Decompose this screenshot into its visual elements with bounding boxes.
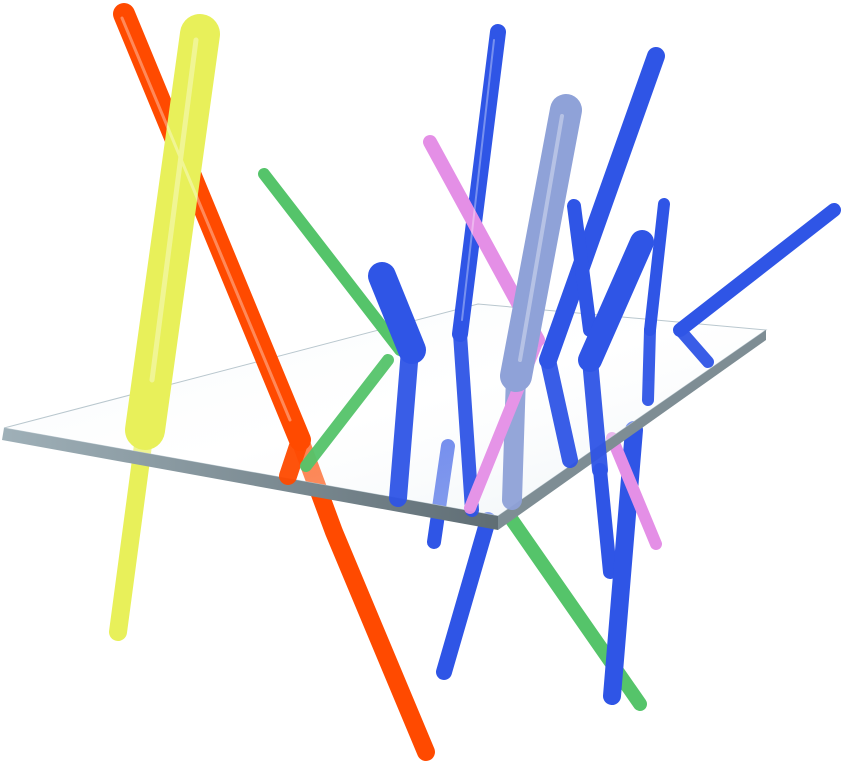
rod-highlights <box>120 16 564 422</box>
lavender-rod-highlight <box>518 114 564 362</box>
blue-rod-upper-short <box>578 230 654 372</box>
rods-in-glass <box>279 324 714 517</box>
pink-rod-lower <box>606 432 662 550</box>
blue-rod-upper-mid <box>567 199 597 337</box>
green-rod-refracted <box>300 354 394 472</box>
lavender-rod-upper <box>500 94 582 392</box>
blue-rod-refracted-f <box>674 324 714 368</box>
blue-rod-refracted-b <box>453 327 479 517</box>
glass-plate-front-edge <box>2 428 498 530</box>
blue-rod-upper-thin <box>644 198 670 336</box>
blue-rod-lower-1 <box>436 512 496 680</box>
blue-rod-highlight <box>461 39 495 321</box>
blue-rod-upper-diagonal <box>673 203 841 337</box>
yellow-rod-upper <box>125 14 220 450</box>
glass-plate-right-edge <box>498 330 766 530</box>
blue-rod-lower-3 <box>593 463 617 579</box>
blue-rod-refracted-c <box>540 352 578 468</box>
blue-rod-upper-bent <box>368 262 426 364</box>
blue-rod-refracted-a <box>389 341 419 507</box>
green-rod-upper <box>258 168 406 356</box>
rods-above-glass <box>113 3 841 451</box>
blue-rod-refracted-d <box>582 352 608 478</box>
yellow-rod-highlight <box>149 37 199 383</box>
orange-rod-upper <box>113 3 311 451</box>
blue-rod-refracted-e <box>642 324 656 406</box>
glass-plate <box>2 303 768 530</box>
orange-rod-highlight <box>120 16 292 422</box>
blue-rod-upper-tall <box>452 24 506 342</box>
blue-rod-upper-right <box>539 47 665 369</box>
